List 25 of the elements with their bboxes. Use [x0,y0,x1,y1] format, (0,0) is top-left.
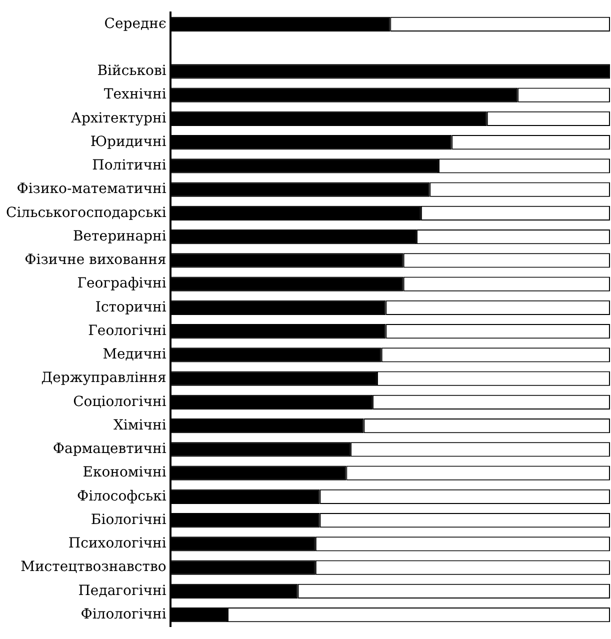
y-tick-label: Економічні [82,464,167,481]
y-tick-label: Філологічні [80,606,167,622]
y-tick-label: Філософські [76,488,167,504]
y-tick-label: Фізичне виховання [24,252,166,268]
y-tick-label: Середнє [104,16,166,32]
y-tick-label: Біологічні [90,512,167,528]
y-tick-label: Соціологічні [73,394,167,410]
y-tick-label: Хімічні [113,417,167,434]
y-tick-label: Фізико-математичні [16,181,167,198]
y-tick-label: Технічні [104,86,167,103]
y-tick-label: Сільськогосподарські [6,204,167,221]
y-tick-label: Геологічні [88,322,167,339]
y-tick-label: Фармацевтичні [52,441,167,458]
y-tick-label: Військові [97,63,167,80]
y-tick-label: Мистецтвознавство [20,559,166,576]
y-tick-label: Психологічні [68,536,167,552]
y-tick-label: Архітектурні [70,110,167,126]
y-tick-label: Ветеринарні [72,228,167,244]
y-tick-label: Педагогічні [78,582,167,599]
y-tick-label: Держуправління [41,370,166,386]
y-tick-label: Юридичні [90,134,167,150]
y-tick-label: Географічні [77,276,167,292]
y-tick-label: Політичні [92,158,167,174]
y-tick-label: Історичні [95,299,167,316]
y-tick-label: Медичні [102,346,167,363]
